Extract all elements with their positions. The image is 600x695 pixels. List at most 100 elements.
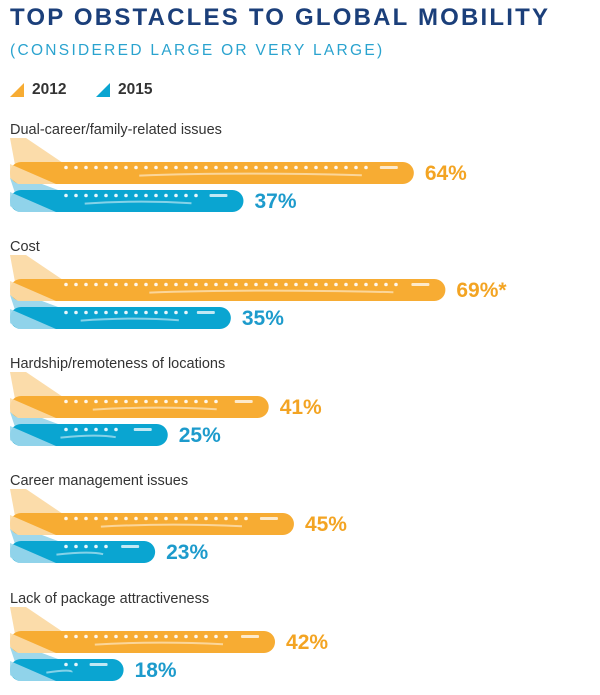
bar-2012-dual-career-family-related-issues-window	[264, 165, 268, 170]
bar-2012-cost-window	[174, 282, 178, 287]
bar-2015-dual-career-family-related-issues-window	[174, 193, 178, 198]
bar-2012-cost-window	[234, 282, 238, 287]
bar-2012-career-management-issues-window	[184, 516, 188, 521]
value-label-2012: 69%*	[456, 279, 507, 302]
bar-2012-dual-career-family-related-issues-window	[184, 165, 188, 170]
bar-2012-lack-of-package-attractiveness-window	[164, 634, 168, 639]
bar-2012-lack-of-package-attractiveness-window	[104, 634, 108, 639]
bar-2012-hardship-remoteness-of-locations-window	[84, 399, 88, 404]
bar-2012-cost-window	[154, 282, 158, 287]
bar-2015-dual-career-family-related-issues-window	[124, 193, 128, 198]
bar-2012-hardship-remoteness-of-locations-window	[144, 399, 148, 404]
bar-2015-career-management-issues-tail-shade	[10, 543, 56, 563]
bar-2015-career-management-issues-window	[64, 544, 68, 549]
bar-2012-cost-window	[324, 282, 328, 287]
bar-2012-cost-window	[134, 282, 138, 287]
bar-2012-cost-window	[304, 282, 308, 287]
bar-2012-lack-of-package-attractiveness-window	[64, 634, 68, 639]
category-label: Dual-career/family-related issues	[10, 122, 222, 138]
bar-2012-lack-of-package-attractiveness-window	[144, 634, 148, 639]
bar-2012-cost-window	[164, 282, 168, 287]
value-label-2015: 35%	[242, 307, 284, 330]
category-label: Career management issues	[10, 473, 188, 489]
bar-2015-career-management-issues-window	[74, 544, 78, 549]
bar-2015-cost-window	[104, 310, 108, 315]
category-label: Hardship/remoteness of locations	[10, 356, 225, 372]
bar-2012-dual-career-family-related-issues-tail-shade	[10, 164, 56, 184]
bar-2012-hardship-remoteness-of-locations-window	[154, 399, 158, 404]
bar-2012-career-management-issues-window	[104, 516, 108, 521]
bar-2015-dual-career-family-related-issues-window	[154, 193, 158, 198]
bar-2012-cost-window	[144, 282, 148, 287]
bar-2012-cost-window	[394, 282, 398, 287]
legend-swatch-2015-icon	[96, 83, 110, 97]
bar-2012-hardship-remoteness-of-locations-window	[114, 399, 118, 404]
bar-2012-lack-of-package-attractiveness-window	[194, 634, 198, 639]
bar-2012-cost-window	[74, 282, 78, 287]
bar-2012-dual-career-family-related-issues	[10, 138, 414, 184]
bar-2015-cost-window	[164, 310, 168, 315]
bar-2012-lack-of-package-attractiveness-tail-shade	[10, 633, 56, 653]
value-label-2012: 41%	[280, 396, 322, 419]
bar-2015-cost-window	[124, 310, 128, 315]
bar-2012-dual-career-family-related-issues-window	[124, 165, 128, 170]
bar-2012-cost-window	[64, 282, 68, 287]
bar-2012-dual-career-family-related-issues-wing	[139, 172, 362, 177]
bar-2012-dual-career-family-related-issues-window	[154, 165, 158, 170]
bar-2015-dual-career-family-related-issues-window	[164, 193, 168, 198]
bar-2015-dual-career-family-related-issues-cockpit	[209, 194, 228, 197]
bar-2012-cost-window	[254, 282, 258, 287]
bar-2012-dual-career-family-related-issues-window	[104, 165, 108, 170]
bar-2012-hardship-remoteness-of-locations-cockpit	[234, 400, 253, 403]
legend-label-2012: 2012	[32, 81, 67, 98]
bar-2015-dual-career-family-related-issues-window	[144, 193, 148, 198]
bar-2012-lack-of-package-attractiveness-window	[114, 634, 118, 639]
category-group-lack-of-package-attractiveness: Lack of package attractiveness 42% 18%	[10, 591, 328, 682]
bar-2015-career-management-issues-window	[84, 544, 88, 549]
bar-2015-hardship-remoteness-of-locations-cockpit	[133, 428, 152, 431]
bar-2012-lack-of-package-attractiveness-window	[204, 634, 208, 639]
bar-2015-cost-window	[134, 310, 138, 315]
bar-2015-dual-career-family-related-issues-window	[84, 193, 88, 198]
bar-2012-dual-career-family-related-issues-window	[234, 165, 238, 170]
bar-2012-hardship-remoteness-of-locations-window	[94, 399, 98, 404]
bar-2012-cost-window	[344, 282, 348, 287]
bar-2015-hardship-remoteness-of-locations-window	[64, 427, 68, 432]
bar-2012-career-management-issues-window	[194, 516, 198, 521]
bar-2012-cost-tail-shade	[10, 281, 56, 301]
bar-2012-lack-of-package-attractiveness-window	[224, 634, 228, 639]
bar-2015-lack-of-package-attractiveness-wing	[46, 669, 73, 674]
bar-2012-dual-career-family-related-issues-window	[364, 165, 368, 170]
bar-2015-hardship-remoteness-of-locations-window	[114, 427, 118, 432]
bar-2012-dual-career-family-related-issues-window	[194, 165, 198, 170]
category-group-dual-career-family-related-issues: Dual-career/family-related issues 64% 37%	[10, 122, 467, 213]
bar-2012-dual-career-family-related-issues-window	[84, 165, 88, 170]
bar-2012-cost-window	[204, 282, 208, 287]
bar-2015-dual-career-family-related-issues-window	[184, 193, 188, 198]
bar-2012-cost-window	[334, 282, 338, 287]
bar-2012-hardship-remoteness-of-locations-fin	[10, 372, 66, 399]
bar-2012-hardship-remoteness-of-locations-window	[74, 399, 78, 404]
bar-2012-career-management-issues-window	[154, 516, 158, 521]
bar-2012-career-management-issues-window	[214, 516, 218, 521]
bar-2015-lack-of-package-attractiveness-window	[74, 662, 78, 667]
bar-2012-dual-career-family-related-issues-window	[94, 165, 98, 170]
bar-2015-cost-window	[94, 310, 98, 315]
bar-2012-dual-career-family-related-issues-window	[334, 165, 338, 170]
bar-2012-cost-window	[224, 282, 228, 287]
bar-2015-cost-window	[174, 310, 178, 315]
bar-2012-career-management-issues-window	[204, 516, 208, 521]
bar-2012-dual-career-family-related-issues-window	[344, 165, 348, 170]
legend-label-2015: 2015	[118, 81, 153, 98]
category-group-cost: Cost 69%* 35%	[10, 239, 507, 330]
bar-2012-hardship-remoteness-of-locations-window	[204, 399, 208, 404]
bar-2015-hardship-remoteness-of-locations-window	[104, 427, 108, 432]
bar-2012-hardship-remoteness-of-locations-window	[174, 399, 178, 404]
bar-2012-career-management-issues-window	[94, 516, 98, 521]
category-label: Cost	[10, 239, 40, 255]
bar-2012-lack-of-package-attractiveness-window	[84, 634, 88, 639]
bar-2012-career-management-issues	[10, 489, 294, 535]
value-label-2012: 64%	[425, 162, 467, 185]
value-label-2012: 45%	[305, 513, 347, 536]
bar-2012-dual-career-family-related-issues-window	[224, 165, 228, 170]
